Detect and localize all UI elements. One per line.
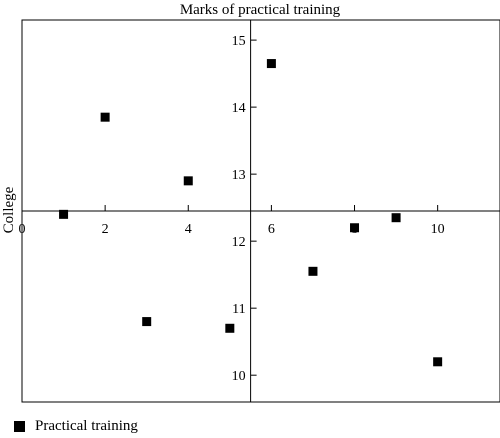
y-tick-label: 10 <box>232 369 246 384</box>
scatter-chart: Marks of practical training College 0 2 4 6… <box>1 2 500 403</box>
y-tick-label: 12 <box>232 235 246 250</box>
data-point <box>350 223 360 233</box>
data-point <box>225 323 235 333</box>
x-tick-label: 4 <box>185 222 192 237</box>
data-points <box>59 59 443 367</box>
y-axis-label: College <box>1 186 17 233</box>
legend-square-marker-icon <box>14 420 25 432</box>
data-point <box>433 357 443 367</box>
legend: Practical training <box>14 416 138 436</box>
data-point <box>59 209 69 219</box>
y-tick-label: 15 <box>232 34 246 49</box>
x-tick-label: 2 <box>102 222 109 237</box>
data-point <box>100 112 110 122</box>
data-point <box>266 59 276 69</box>
x-tick-label: 6 <box>268 222 275 237</box>
data-point <box>142 317 152 327</box>
chart-title: Marks of practical training <box>180 2 341 18</box>
axes <box>21 20 500 402</box>
y-tick-label: 11 <box>232 302 245 317</box>
x-tick-label: 0 <box>19 222 26 237</box>
data-point <box>308 266 318 276</box>
y-tick-label: 14 <box>232 101 246 116</box>
data-point <box>391 213 401 223</box>
y-tick-label: 13 <box>232 168 246 183</box>
legend-label: Practical training <box>35 417 138 434</box>
data-point <box>183 176 193 186</box>
x-tick-label: 10 <box>431 222 445 237</box>
